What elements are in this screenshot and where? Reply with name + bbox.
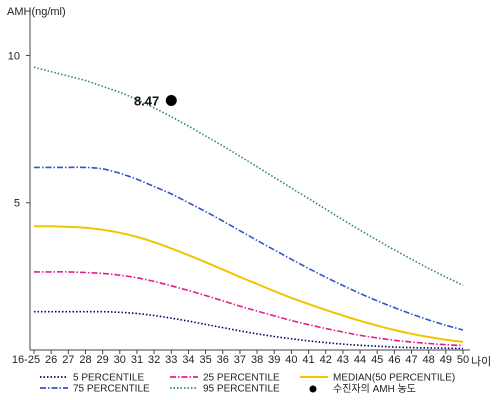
x-tick-label: 41 <box>302 354 314 366</box>
x-axis-title: 나이 <box>471 355 491 368</box>
x-tick-label: 36 <box>217 354 229 366</box>
legend-marker-swatch <box>309 385 317 393</box>
x-tick-label: 26 <box>45 354 57 366</box>
x-tick-label: 49 <box>440 354 452 366</box>
series-line-median-50-percentile <box>33 225 464 343</box>
patient-marker: 8.47 <box>134 94 177 109</box>
legend-label: 95 PERCENTILE <box>203 384 280 395</box>
series-line-95-percentile <box>33 66 464 286</box>
x-tick-label: 48 <box>423 354 435 366</box>
legend-label: MEDIAN(50 PERCENTILE) <box>333 373 455 384</box>
x-ticks: 16-25 26 27 28 29 30 31 32 33 34 35 36 37 38 39 40 41 42 4… <box>12 350 469 366</box>
x-tick-label: 39 <box>268 354 280 366</box>
x-tick-label: 45 <box>371 354 383 366</box>
x-tick-label: 29 <box>97 354 109 366</box>
series-lines <box>33 66 464 350</box>
x-tick-label: 27 <box>62 354 74 366</box>
x-tick-label: 33 <box>165 354 177 366</box>
x-tick-label: 38 <box>251 354 263 366</box>
series-line-5-percentile <box>33 310 464 350</box>
y-tick-label: 5 <box>14 198 20 210</box>
x-tick-label: 50 <box>457 354 469 366</box>
legend-label: 25 PERCENTILE <box>203 373 280 384</box>
x-tick-label: 42 <box>320 354 332 366</box>
x-tick-label: 44 <box>354 354 366 366</box>
legend-label: 5 PERCENTILE <box>73 373 144 384</box>
x-tick-label: 16-25 <box>12 354 40 366</box>
x-tick-label: 32 <box>148 354 160 366</box>
x-tick-label: 31 <box>131 354 143 366</box>
x-tick-label: 30 <box>114 354 126 366</box>
x-tick-label: 47 <box>405 354 417 366</box>
y-ticks: 5 10 <box>8 50 30 210</box>
y-tick-label: 10 <box>8 50 20 62</box>
series-line-25-percentile <box>33 271 464 347</box>
y-axis-title: AMH(ng/ml) <box>7 6 66 18</box>
x-tick-label: 37 <box>234 354 246 366</box>
series-line-75-percentile <box>34 166 464 331</box>
patient-value-label: 8.47 <box>134 94 159 109</box>
x-tick-label: 35 <box>199 354 211 366</box>
x-tick-label: 46 <box>388 354 400 366</box>
legend: 5 PERCENTILE 25 PERCENTILE MEDIAN(50 PERCE… <box>40 373 455 395</box>
legend-marker-label: 수진자의 AMH 농도 <box>333 383 416 395</box>
x-tick-label: 43 <box>337 354 349 366</box>
x-tick-label: 28 <box>79 354 91 366</box>
x-tick-label: 40 <box>285 354 297 366</box>
x-tick-label: 34 <box>182 354 194 366</box>
legend-label: 75 PERCENTILE <box>73 384 150 395</box>
patient-point <box>165 95 177 107</box>
